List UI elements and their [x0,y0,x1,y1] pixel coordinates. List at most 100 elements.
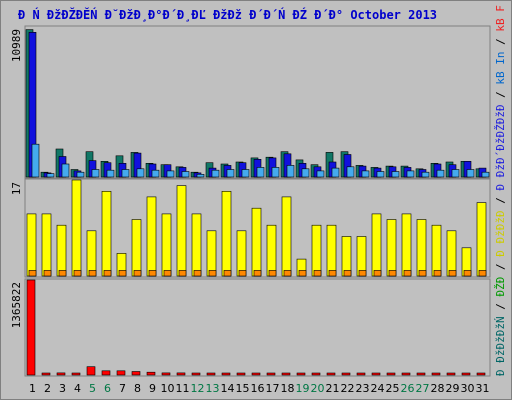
bar-files-day-28 [431,224,442,277]
bar-avg-day-22 [343,270,352,277]
bar-files-day-2 [41,213,52,277]
bar-files-day-13 [206,230,217,277]
panel-3-ymax-label: 1365822 [10,282,23,328]
bar-kb-day-15 [236,372,246,376]
bar-hits-day-4 [76,171,85,178]
bar-files-day-23 [356,236,367,277]
x-tick-label-day-8: 8 [134,382,141,395]
x-tick-label-day-3: 3 [59,382,66,395]
bar-kb-day-29 [446,372,456,376]
bar-kb-day-10 [161,372,171,376]
x-tick-label-day-18: 18 [281,382,295,395]
bar-kb-day-7 [116,370,126,376]
bar-kb-day-5 [86,366,96,376]
x-tick-label-day-31: 31 [476,382,490,395]
bar-kb-day-14 [221,372,231,376]
x-tick-label-day-24: 24 [371,382,385,395]
bar-avg-day-19 [298,270,307,277]
bar-kb-day-21 [326,372,336,376]
bar-avg-day-15 [238,270,247,277]
bar-avg-day-17 [268,270,277,277]
bar-files-day-12 [191,213,202,277]
bar-hits-day-7 [121,169,130,178]
bar-avg-day-27 [418,270,427,277]
bar-kb-day-19 [296,372,306,376]
panel-1-ymax-label: 10989 [10,29,23,62]
bar-hits-day-9 [151,169,160,178]
bar-hits-day-29 [451,169,460,178]
bar-files-day-15 [236,230,247,277]
x-tick-label-day-2: 2 [44,382,51,395]
panel-1-plot-area [24,25,491,179]
x-tick-label-day-1: 1 [29,382,36,395]
bar-hits-day-10 [166,170,175,178]
bar-files-day-1 [26,213,37,277]
bar-hits-day-20 [316,170,325,178]
bar-files-day-29 [446,230,457,277]
bar-kb-day-27 [416,372,426,376]
x-tick-label-day-7: 7 [119,382,126,395]
bar-files-day-10 [161,213,172,277]
bar-hits-day-25 [391,171,400,178]
x-tick-label-day-25: 25 [386,382,400,395]
bar-hits-day-18 [286,165,295,178]
bar-avg-day-23 [358,270,367,277]
x-tick-label-day-16: 16 [251,382,265,395]
bar-kb-day-4 [71,372,81,376]
bar-avg-day-5 [88,270,97,277]
bar-files-day-11 [176,185,187,277]
bar-files-day-3 [56,224,67,277]
bar-files-day-9 [146,196,157,277]
bar-hits-day-13 [211,169,220,178]
bar-hits-day-3 [61,163,70,178]
bar-files-day-16 [251,207,262,277]
bar-hits-day-15 [241,169,250,178]
bar-files-day-20 [311,224,322,277]
bar-hits-day-2 [46,173,55,178]
bar-kb-day-28 [431,372,441,376]
bar-avg-day-30 [463,270,472,277]
bar-files-day-22 [341,236,352,277]
chart-title: Đ Ń ĐžĐŽĐĚŃ Đ˘ĐžĐ¸Đ°Đ´Đ¸ĐĽ ĐžĐž Đ´Đ´Ń ĐŹ… [18,8,438,22]
bar-hits-day-23 [361,170,370,178]
bar-avg-day-18 [283,270,292,277]
x-tick-label-day-28: 28 [431,382,445,395]
bar-files-day-18 [281,196,292,277]
x-tick-label-day-29: 29 [446,382,460,395]
bar-avg-day-16 [253,270,262,277]
x-tick-label-day-6: 6 [104,382,111,395]
bar-avg-day-21 [328,270,337,277]
bar-avg-day-26 [403,270,412,277]
bar-kb-day-30 [461,372,471,376]
bar-files-day-6 [101,191,112,277]
bar-files-day-17 [266,224,277,277]
x-tick-label-day-23: 23 [356,382,370,395]
bar-files-day-24 [371,213,382,277]
bar-avg-day-20 [313,270,322,277]
bar-files-day-5 [86,230,97,277]
bar-avg-day-4 [73,270,82,277]
bar-avg-day-13 [208,270,217,277]
bar-files-day-21 [326,224,337,277]
bar-kb-day-31 [476,372,486,376]
bar-hits-day-1 [31,143,40,178]
bar-kb-day-17 [266,372,276,376]
x-tick-label-day-20: 20 [311,382,325,395]
x-tick-label-day-11: 11 [176,382,190,395]
bar-avg-day-9 [148,270,157,277]
bar-avg-day-12 [193,270,202,277]
bar-hits-day-5 [91,169,100,178]
x-tick-label-day-5: 5 [89,382,96,395]
bar-kb-day-23 [356,372,366,376]
x-tick-label-day-12: 12 [191,382,205,395]
bar-kb-day-8 [131,371,141,376]
bar-hits-day-17 [271,167,280,178]
bar-kb-day-25 [386,372,396,376]
x-tick-label-day-9: 9 [149,382,156,395]
x-tick-label-day-4: 4 [74,382,81,395]
bar-hits-day-27 [421,171,430,178]
bar-kb-day-9 [146,371,156,376]
x-tick-label-day-14: 14 [221,382,235,395]
panel-3-plot-area [24,278,491,377]
bar-hits-day-31 [481,171,490,178]
